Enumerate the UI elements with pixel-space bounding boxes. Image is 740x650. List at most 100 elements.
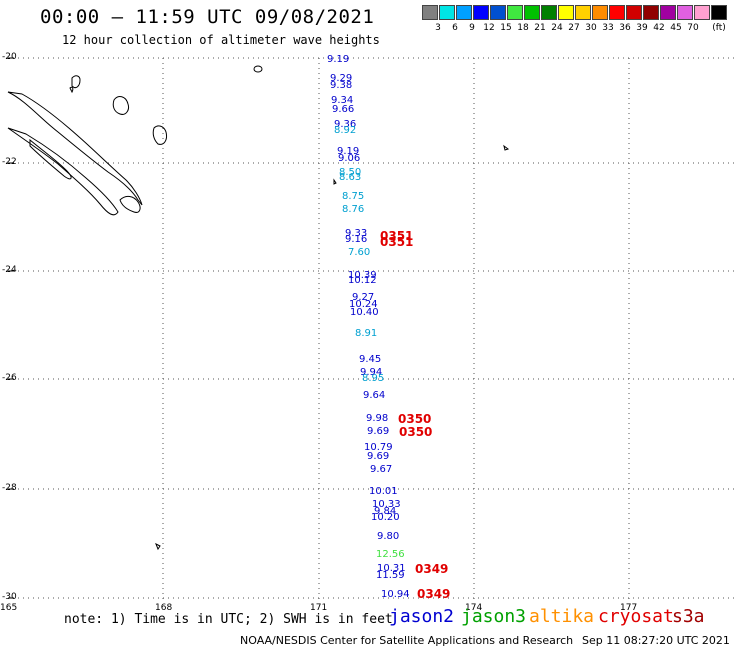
legend-tick: 15 [500,23,512,33]
legend-tick: 36 [619,23,631,33]
wave-height-reading: 10.33 [372,499,401,510]
legend-swatch [677,5,693,20]
axis-ticks [8,57,14,599]
pass-number-label: 0350 [398,412,432,426]
legend-swatch [524,5,540,20]
wave-height-reading: 10.01 [369,486,398,497]
wave-height-reading: 10.31 [377,563,406,574]
wave-height-reading: 8.63 [339,172,362,183]
legend-swatch [694,5,710,20]
wave-height-reading: 9.19 [337,146,360,157]
wave-height-reading: 9.66 [332,104,355,115]
wave-height-reading: 9.94 [360,367,383,378]
legend-tick: 21 [534,23,546,33]
legend-tick: 42 [653,23,665,33]
legend-tick: 6 [452,23,458,33]
wave-height-reading: 9.33 [345,228,368,239]
legend-swatch [558,5,574,20]
wave-height-reading: 8.76 [342,204,365,215]
wave-height-reading: 10.24 [349,299,378,310]
legend-swatch [643,5,659,20]
wave-height-reading: 9.67 [370,464,393,475]
wave-height-reading: 8.91 [355,328,378,339]
page-title: 00:00 – 11:59 UTC 09/08/2021 [40,6,375,28]
legend-swatch [490,5,506,20]
satellite-legend-jason2: jason2 [389,606,455,627]
wave-height-reading: 10.12 [348,275,377,286]
lat-label: -30 [2,592,17,602]
wave-height-reading: 8.95 [362,373,385,384]
legend-tick: 30 [585,23,597,33]
coastline-new-caledonia [7,65,510,551]
wave-height-reading: 8.75 [342,191,365,202]
legend-tick: 12 [483,23,495,33]
wave-height-reading: 9.69 [367,426,390,437]
wave-height-reading: 9.29 [330,73,353,84]
wave-height-reading: 9.84 [374,506,397,517]
legend-swatch [711,5,727,20]
wave-height-reading: 11.59 [376,570,405,581]
legend-swatch [660,5,676,20]
wave-height-reading: 9.98 [366,413,389,424]
legend-swatch [439,5,455,20]
lon-label: 168 [155,603,173,613]
legend-tick: 39 [636,23,648,33]
wave-height-reading: 9.80 [377,531,400,542]
lat-label: -26 [2,373,17,383]
credit-line: NOAA/NESDIS Center for Satellite Applica… [240,634,574,647]
lat-label: -28 [2,483,17,493]
legend-tick: 70 [687,23,699,33]
legend-tick: 33 [602,23,614,33]
legend-tick: 3 [435,23,441,33]
wave-height-reading: 8.92 [334,125,357,136]
legend-swatch [473,5,489,20]
wave-height-reading: 7.60 [348,247,371,258]
wave-height-reading: 9.06 [338,153,361,164]
satellite-legend-cryosat: cryosat [598,606,674,627]
generated-timestamp: Sep 11 08:27:20 UTC 2021 [582,634,730,647]
legend-swatch [422,5,438,20]
wave-height-reading: 10.79 [364,442,393,453]
lon-label: 171 [310,603,328,613]
satellite-legend-jason3: jason3 [461,606,527,627]
wave-height-reading: 9.45 [359,354,382,365]
map-graticule [8,57,735,600]
satellite-legend-s3a: s3a [672,606,705,627]
legend-swatch [456,5,472,20]
wave-height-reading: 9.27 [352,292,375,303]
wave-height-reading: 10.20 [371,512,400,523]
wave-height-reading: 9.38 [330,80,353,91]
lat-label: -20 [2,52,17,62]
legend-swatch [575,5,591,20]
legend-swatch [541,5,557,20]
pass-number-label: 0351 [380,235,414,249]
lat-label: -22 [2,157,17,167]
pass-number-label: 0350 [399,425,433,439]
legend-tick: 9 [469,23,475,33]
page-subtitle: 12 hour collection of altimeter wave hei… [62,33,380,47]
wave-height-reading: 10.94 [381,589,410,600]
wave-height-reading: 12.56 [376,549,405,560]
lon-label: 165 [0,603,18,613]
satellite-legend-altika: altika [529,606,595,627]
wave-height-reading: 10.40 [350,307,379,318]
legend-swatch [507,5,523,20]
lon-label: 177 [620,603,638,613]
pass-number-label: 0351 [380,229,414,243]
legend-unit: (ft) [712,23,726,33]
wave-height-reading: 9.64 [363,390,386,401]
wave-height-reading: 9.36 [334,119,357,130]
lat-label: -24 [2,265,17,275]
legend-tick: 24 [551,23,563,33]
legend-swatch [592,5,608,20]
wave-height-reading: 9.16 [345,234,368,245]
legend-tick: 18 [517,23,529,33]
wave-height-reading: 8.50 [339,167,362,178]
wave-height-reading: 10.39 [348,270,377,281]
wave-height-reading: 9.34 [331,95,354,106]
legend-tick: 27 [568,23,580,33]
legend-swatch [609,5,625,20]
pass-number-label: 0349 [417,587,451,601]
lon-label: 174 [465,603,483,613]
